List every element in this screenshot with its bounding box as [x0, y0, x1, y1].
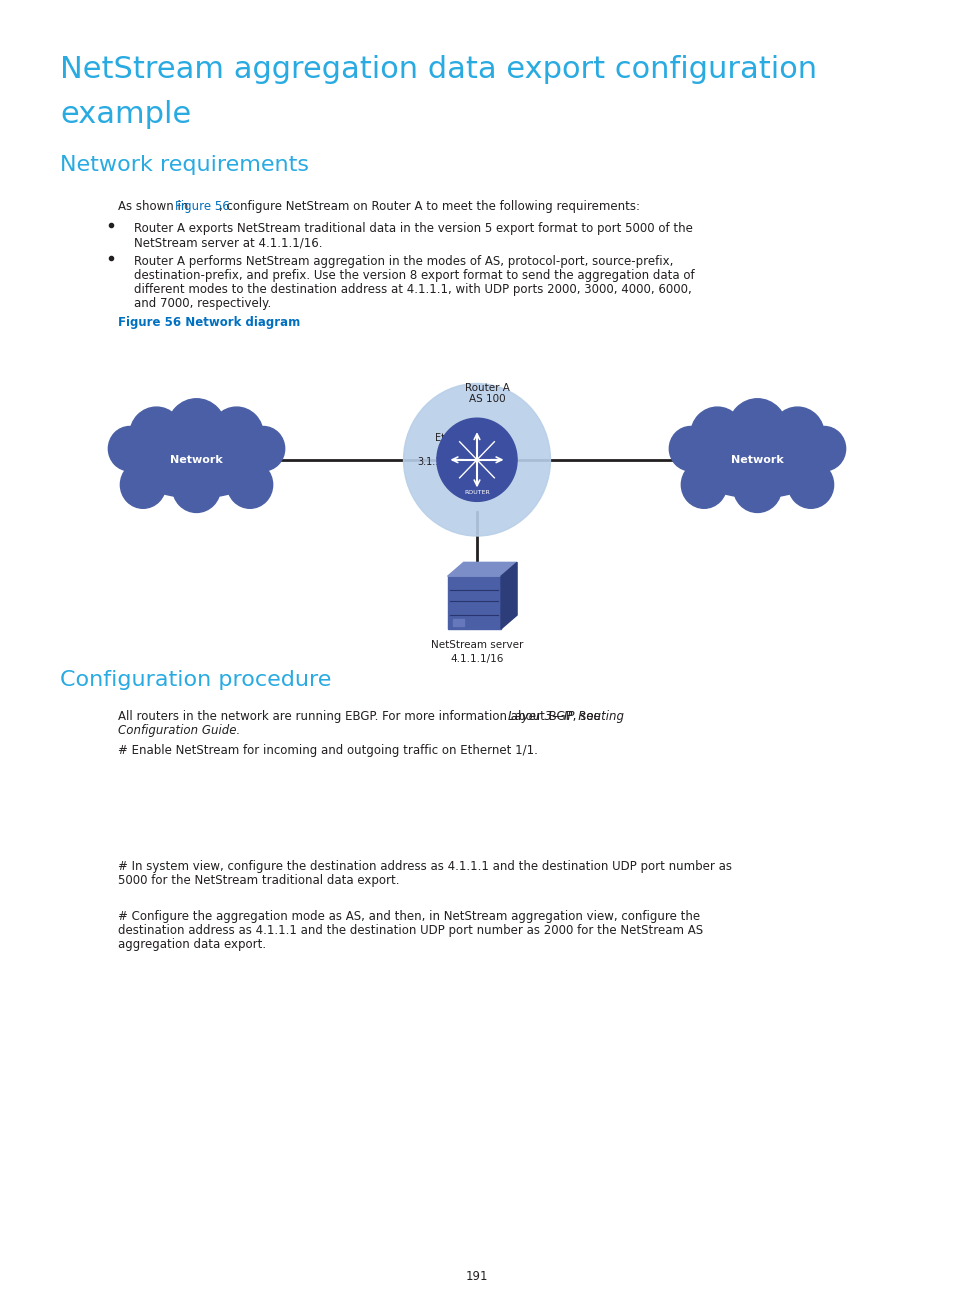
- Bar: [453, 619, 463, 626]
- Ellipse shape: [123, 421, 270, 498]
- Text: # Configure the aggregation mode as AS, and then, in NetStream aggregation view,: # Configure the aggregation mode as AS, …: [118, 910, 700, 923]
- Text: NetStream server at 4.1.1.1/16.: NetStream server at 4.1.1.1/16.: [133, 236, 322, 249]
- Circle shape: [787, 461, 833, 508]
- Text: Network: Network: [730, 455, 783, 465]
- Circle shape: [167, 399, 226, 460]
- Text: and 7000, respectively.: and 7000, respectively.: [133, 297, 271, 310]
- Text: NetStream server: NetStream server: [431, 640, 522, 651]
- Circle shape: [436, 419, 517, 502]
- Circle shape: [403, 384, 550, 537]
- Text: Layer 3—IP Routing: Layer 3—IP Routing: [508, 710, 623, 723]
- Polygon shape: [447, 562, 517, 577]
- Polygon shape: [447, 577, 500, 629]
- Text: , configure NetStream on Router A to meet the following requirements:: , configure NetStream on Router A to mee…: [219, 200, 639, 213]
- Text: As shown in: As shown in: [118, 200, 193, 213]
- Text: 5000 for the NetStream traditional data export.: 5000 for the NetStream traditional data …: [118, 874, 399, 886]
- Circle shape: [210, 407, 263, 463]
- Circle shape: [172, 463, 220, 512]
- Circle shape: [130, 407, 183, 463]
- Circle shape: [690, 407, 743, 463]
- Circle shape: [120, 461, 166, 508]
- Circle shape: [770, 407, 823, 463]
- Polygon shape: [500, 562, 517, 629]
- Text: different modes to the destination address at 4.1.1.1, with UDP ports 2000, 3000: different modes to the destination addre…: [133, 283, 691, 295]
- Text: # Enable NetStream for incoming and outgoing traffic on Ethernet 1/1.: # Enable NetStream for incoming and outg…: [118, 744, 537, 757]
- Circle shape: [802, 426, 844, 470]
- Circle shape: [669, 426, 711, 470]
- Ellipse shape: [683, 421, 830, 498]
- Text: AS 100: AS 100: [469, 394, 505, 404]
- Text: aggregation data export.: aggregation data export.: [118, 938, 266, 951]
- Circle shape: [227, 461, 273, 508]
- Text: Figure 56 Network diagram: Figure 56 Network diagram: [118, 316, 300, 329]
- Text: # In system view, configure the destination address as 4.1.1.1 and the destinati: # In system view, configure the destinat…: [118, 861, 732, 874]
- Text: destination address as 4.1.1.1 and the destination UDP port number as 2000 for t: destination address as 4.1.1.1 and the d…: [118, 924, 702, 937]
- Text: All routers in the network are running EBGP. For more information about BGP, see: All routers in the network are running E…: [118, 710, 604, 723]
- Text: Configuration procedure: Configuration procedure: [60, 670, 331, 689]
- Text: NetStream aggregation data export configuration: NetStream aggregation data export config…: [60, 54, 817, 84]
- Text: example: example: [60, 100, 192, 130]
- Text: Configuration Guide.: Configuration Guide.: [118, 724, 240, 737]
- Circle shape: [242, 426, 284, 470]
- Text: Network requirements: Network requirements: [60, 156, 309, 175]
- Circle shape: [109, 426, 151, 470]
- Text: Router A: Router A: [465, 384, 510, 393]
- Text: 3.1.1.1/16: 3.1.1.1/16: [416, 457, 466, 467]
- Text: 191: 191: [465, 1270, 488, 1283]
- Text: 4.1.1.1/16: 4.1.1.1/16: [450, 654, 503, 664]
- Text: Eth1/1: Eth1/1: [435, 433, 466, 443]
- Text: destination-prefix, and prefix. Use the version 8 export format to send the aggr: destination-prefix, and prefix. Use the …: [133, 270, 694, 283]
- Circle shape: [680, 461, 726, 508]
- Text: Router A performs NetStream aggregation in the modes of AS, protocol-port, sourc: Router A performs NetStream aggregation …: [133, 255, 672, 268]
- Circle shape: [733, 463, 781, 512]
- Text: Network: Network: [170, 455, 223, 465]
- Text: Figure 56: Figure 56: [175, 200, 230, 213]
- Text: Router A exports NetStream traditional data in the version 5 export format to po: Router A exports NetStream traditional d…: [133, 222, 692, 235]
- Text: ROUTER: ROUTER: [464, 490, 489, 495]
- Circle shape: [727, 399, 786, 460]
